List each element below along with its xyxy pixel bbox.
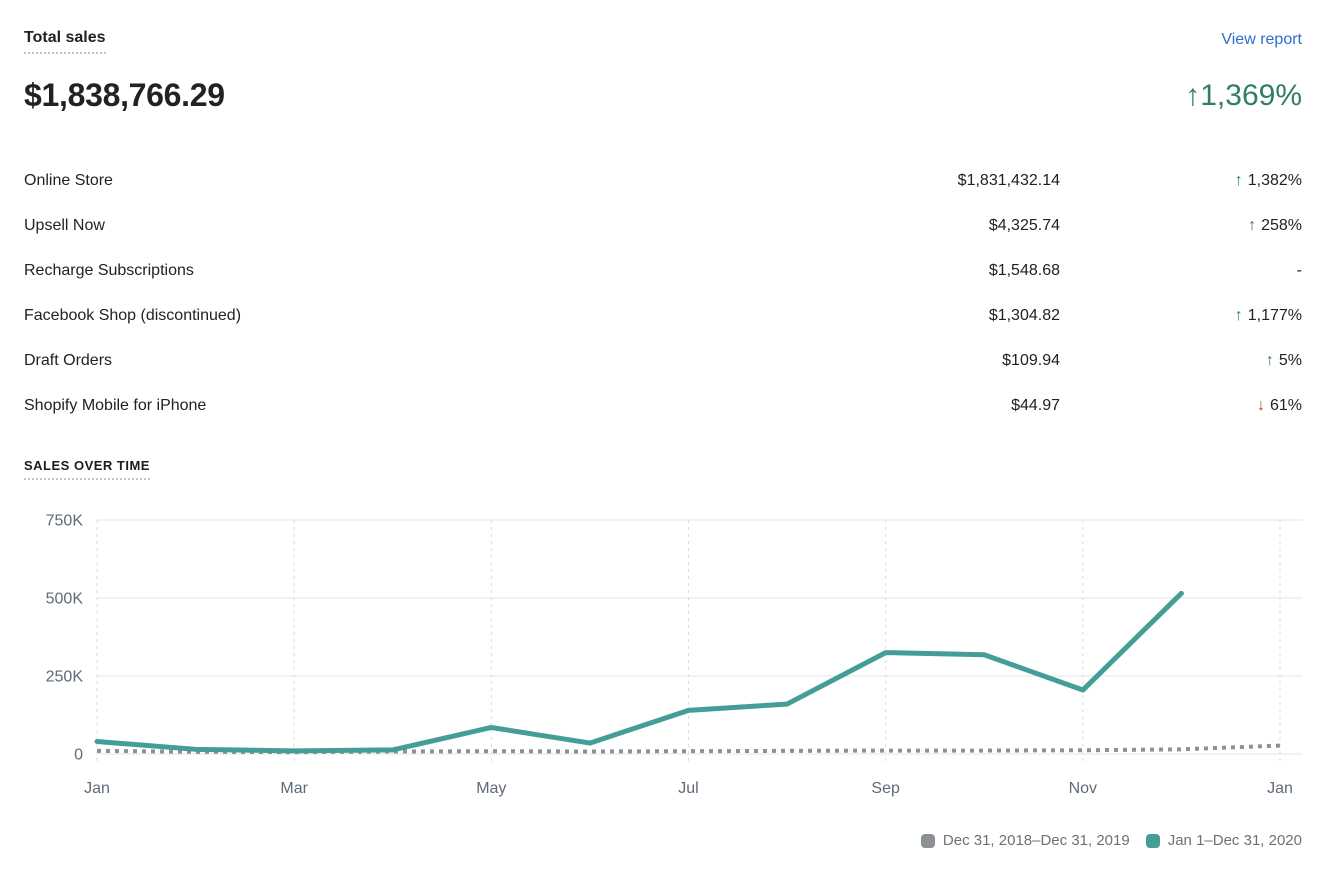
- total-change-value: 1,369%: [1200, 79, 1302, 112]
- channel-change-value: -: [1296, 261, 1302, 279]
- channel-row: Upsell Now $4,325.74 ↑ 258%: [24, 203, 1302, 248]
- channel-name: Facebook Shop (discontinued): [24, 306, 242, 324]
- channel-change-value: 1,382%: [1247, 171, 1302, 189]
- sales-over-time-heading: SALES OVER TIME: [24, 458, 150, 480]
- channel-breakdown-list: Online Store $1,831,432.14 ↑ 1,382% Upsel…: [24, 158, 1302, 428]
- svg-text:Mar: Mar: [280, 780, 308, 797]
- channel-change-value: 1,177%: [1247, 306, 1302, 324]
- channel-name: Online Store: [24, 171, 113, 189]
- svg-text:750K: 750K: [46, 513, 84, 530]
- legend-swatch-gray: [920, 833, 935, 848]
- svg-text:250K: 250K: [46, 669, 84, 686]
- trend-arrow-icon: ↑: [1234, 171, 1243, 189]
- channel-change: -: [1060, 262, 1302, 280]
- channel-value: $44.97: [1011, 396, 1060, 414]
- legend-swatch-teal: [1145, 833, 1160, 848]
- svg-text:Jan: Jan: [1267, 780, 1293, 797]
- channel-value: $1,831,432.14: [957, 171, 1060, 189]
- channel-row: Facebook Shop (discontinued) $1,304.82 ↑…: [24, 293, 1302, 338]
- svg-text:500K: 500K: [46, 591, 84, 608]
- channel-name: Shopify Mobile for iPhone: [24, 396, 207, 414]
- channel-value: $4,325.74: [988, 216, 1060, 234]
- channel-row: Online Store $1,831,432.14 ↑ 1,382%: [24, 158, 1302, 203]
- channel-change: ↑ 258%: [1060, 217, 1302, 235]
- channel-row: Shopify Mobile for iPhone $44.97 ↓ 61%: [24, 383, 1302, 428]
- svg-text:Sep: Sep: [871, 780, 900, 797]
- channel-row: Recharge Subscriptions $1,548.68 -: [24, 248, 1302, 293]
- channel-value: $1,304.82: [988, 306, 1060, 324]
- channel-change: ↑ 1,382%: [1060, 172, 1302, 190]
- view-report-link[interactable]: View report: [1221, 31, 1302, 48]
- card-title: Total sales: [24, 29, 106, 54]
- channel-change-value: 5%: [1278, 351, 1302, 369]
- chart-legend: Dec 31, 2018–Dec 31, 2019 Jan 1–Dec 31, …: [920, 832, 1302, 849]
- total-change-percent: ↑1,369%: [1185, 79, 1302, 113]
- svg-text:Nov: Nov: [1069, 780, 1097, 797]
- trend-arrow-icon: ↑: [1234, 306, 1243, 324]
- channel-value: $109.94: [1002, 351, 1060, 369]
- channel-name: Recharge Subscriptions: [24, 261, 194, 279]
- svg-text:Jan: Jan: [84, 780, 110, 797]
- trend-arrow-icon: ↑: [1248, 216, 1257, 234]
- legend-label-2020: Jan 1–Dec 31, 2020: [1167, 832, 1302, 849]
- channel-change-value: 61%: [1269, 396, 1302, 414]
- channel-change: ↑ 5%: [1060, 352, 1302, 370]
- channel-name: Upsell Now: [24, 216, 105, 234]
- svg-text:May: May: [476, 780, 506, 797]
- up-arrow-icon: ↑: [1185, 79, 1201, 112]
- legend-label-2019: Dec 31, 2018–Dec 31, 2019: [942, 832, 1130, 849]
- svg-text:Jul: Jul: [678, 780, 698, 797]
- channel-row: Draft Orders $109.94 ↑ 5%: [24, 338, 1302, 383]
- channel-change: ↓ 61%: [1060, 397, 1302, 415]
- legend-item-2020: Jan 1–Dec 31, 2020: [1145, 832, 1302, 849]
- channel-change-value: 258%: [1261, 216, 1302, 234]
- trend-arrow-icon: ↑: [1265, 351, 1274, 369]
- svg-text:0: 0: [74, 747, 83, 764]
- channel-change: ↑ 1,177%: [1060, 307, 1302, 325]
- legend-item-2019: Dec 31, 2018–Dec 31, 2019: [920, 832, 1130, 849]
- channel-name: Draft Orders: [24, 351, 113, 369]
- trend-arrow-icon: ↓: [1256, 396, 1265, 414]
- total-sales-amount: $1,838,766.29: [24, 77, 225, 113]
- channel-value: $1,548.68: [988, 261, 1060, 279]
